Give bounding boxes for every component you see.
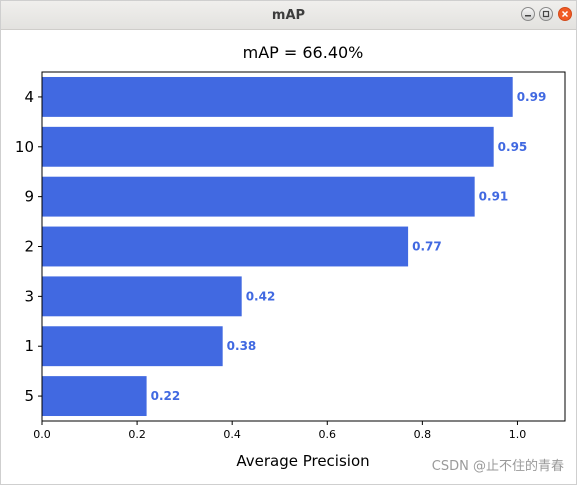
y-tick-label-3: 3	[24, 287, 34, 305]
close-icon	[561, 10, 569, 18]
y-tick-label-2: 2	[24, 238, 34, 256]
x-tick-label-1: 0.2	[128, 428, 146, 441]
x-tick-label-3: 0.6	[319, 428, 337, 441]
data-label-10: 0.95	[498, 140, 528, 154]
data-label-9: 0.91	[479, 190, 509, 204]
y-tick-label-10: 10	[15, 138, 34, 156]
figure-canvas: mAP = 66.40% 0.22 0.38 0.42 0.77 0.91 0.95 0.9…	[1, 30, 576, 485]
bar-2	[42, 226, 409, 267]
x-tick-label-5: 1.0	[509, 428, 527, 441]
maximize-icon	[542, 10, 550, 18]
x-tick-label-0: 0.0	[33, 428, 51, 441]
watermark: CSDN @止不住的青春	[431, 459, 564, 474]
bar-1	[42, 326, 223, 367]
y-tick-label-1: 1	[24, 337, 34, 355]
bar-9	[42, 176, 475, 217]
x-tick-label-2: 0.4	[223, 428, 241, 441]
bar-4	[42, 76, 513, 117]
bar-chart: mAP = 66.40% 0.220.380.420.770.910.950.9…	[15, 43, 566, 470]
bar-3	[42, 276, 242, 317]
window-title: mAP	[271, 8, 306, 23]
minimize-icon	[525, 15, 531, 17]
title-bar[interactable]: mAP	[1, 1, 576, 30]
y-tick-label-5: 5	[24, 387, 34, 405]
close-button[interactable]	[558, 7, 572, 21]
minimize-button[interactable]	[521, 7, 535, 21]
y-tick-label-4: 4	[24, 88, 34, 106]
axes-group: 5 1 3 2 9 10 4 0.0 0.2 0.4 0.6 0.8 1.0	[15, 71, 566, 441]
data-label-4: 0.99	[517, 90, 547, 104]
x-axis-label: Average Precision	[236, 452, 369, 470]
data-label-1: 0.38	[227, 339, 257, 353]
data-label-5: 0.22	[151, 389, 181, 403]
maximize-button[interactable]	[539, 7, 553, 21]
bar-5	[42, 376, 147, 417]
data-label-2: 0.77	[412, 240, 442, 254]
data-label-3: 0.42	[246, 289, 276, 303]
chart-title: mAP = 66.40%	[243, 43, 364, 62]
bar-10	[42, 126, 494, 167]
x-tick-label-4: 0.8	[414, 428, 432, 441]
bars-group: 0.22 0.38 0.42 0.77 0.91 0.95 0.99	[42, 76, 547, 417]
y-tick-label-9: 9	[24, 188, 34, 206]
axes-frame	[41, 71, 566, 422]
